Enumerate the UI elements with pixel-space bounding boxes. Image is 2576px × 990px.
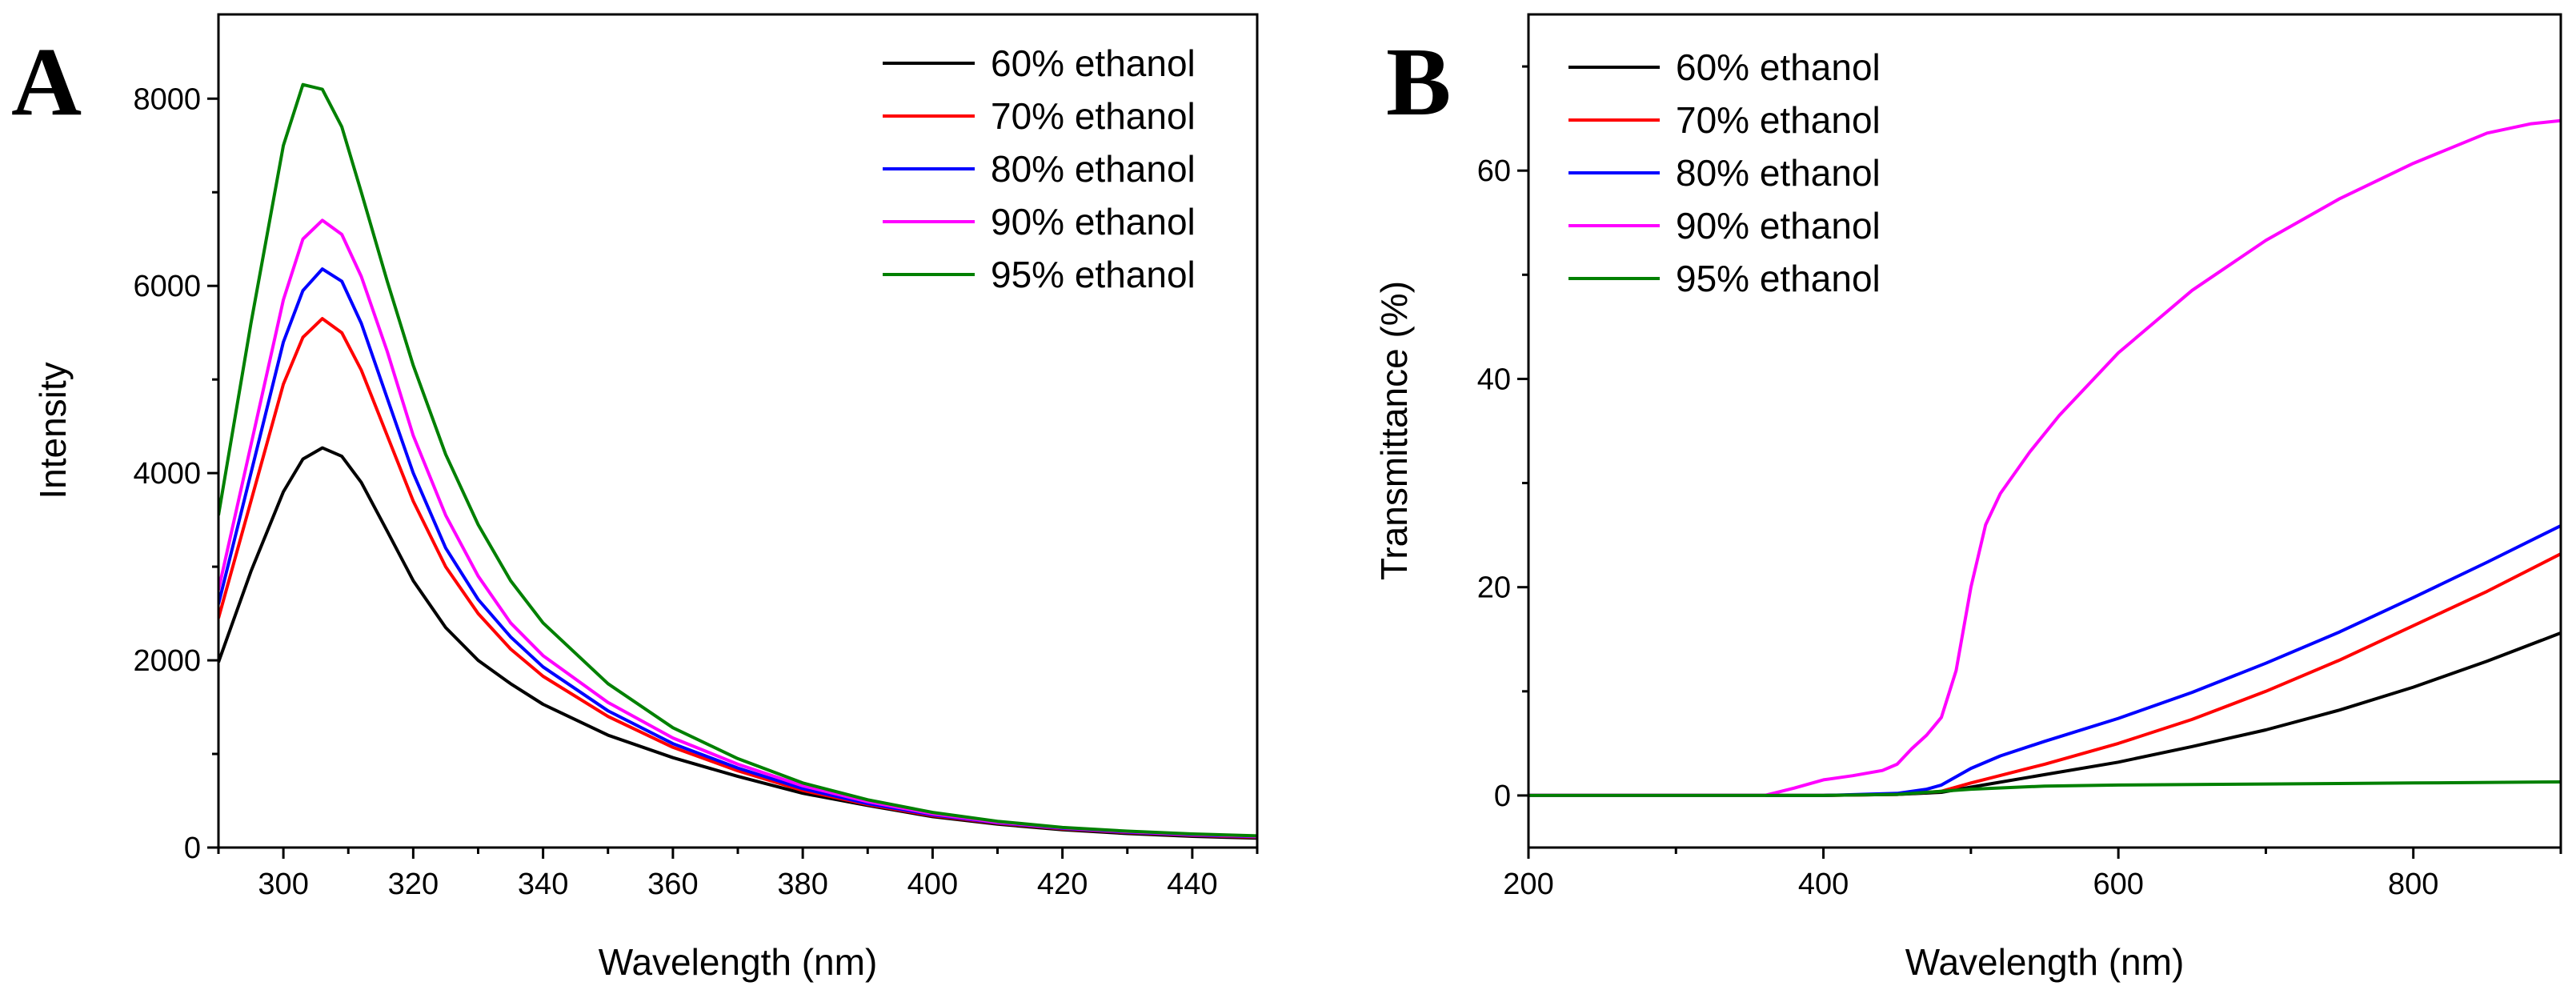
chart-panel-b: 200 400 600 800 0 20 40 60 Wavelength (nm) Transm… xyxy=(1373,13,2562,983)
legend-label: 60% ethanol xyxy=(991,42,1196,84)
x-tick-label: 300 xyxy=(258,868,308,901)
series-line-95-ethanol xyxy=(1528,780,2561,797)
plot-frame xyxy=(1527,13,2562,849)
series-line-95-ethanol xyxy=(218,82,1257,838)
series-line-80-ethanol xyxy=(1528,524,2561,797)
x-tick-label: 200 xyxy=(1503,868,1553,901)
x-tick-label: 340 xyxy=(518,868,568,901)
plot-frame xyxy=(217,13,1259,849)
panel-label: A xyxy=(11,28,82,136)
legend-label: 70% ethanol xyxy=(1676,99,1881,141)
legend: 60% ethanol 70% ethanol 80% ethanol 90% eth… xyxy=(883,42,1196,295)
y-tick-label: 4000 xyxy=(133,457,201,491)
y-tick-label: 0 xyxy=(184,832,201,865)
y-axis-title: Transmittance (%) xyxy=(1373,281,1415,580)
x-tick-label: 800 xyxy=(2388,868,2438,901)
y-tick-label: 6000 xyxy=(133,270,201,303)
y-tick-label: 0 xyxy=(1494,780,1511,813)
x-tick-label: 320 xyxy=(388,868,439,901)
x-tick-label: 440 xyxy=(1167,868,1217,901)
legend: 60% ethanol 70% ethanol 80% ethanol 90% eth… xyxy=(1568,46,1881,299)
legend-label: 95% ethanol xyxy=(991,254,1196,295)
x-tick-label: 400 xyxy=(1798,868,1849,901)
x-tick-label: 400 xyxy=(907,868,958,901)
legend-label: 60% ethanol xyxy=(1676,46,1881,88)
legend-label: 80% ethanol xyxy=(1676,152,1881,194)
x-tick-label: 380 xyxy=(777,868,827,901)
x-axis-title: Wavelength (nm) xyxy=(1905,941,2185,983)
legend-label: 90% ethanol xyxy=(1676,205,1881,246)
series-line-60-ethanol xyxy=(1528,631,2561,797)
legend-label: 70% ethanol xyxy=(991,95,1196,137)
x-tick-label: 420 xyxy=(1037,868,1088,901)
y-tick-label: 2000 xyxy=(133,644,201,678)
y-tick-label: 8000 xyxy=(133,82,201,116)
series-line-80-ethanol xyxy=(218,267,1257,839)
series-line-90-ethanol xyxy=(1528,118,2561,797)
y-tick-label: 20 xyxy=(1477,571,1511,605)
chart-panel-a: 300 320 340 360 380 400 420 440 0 2000 4000 6000 800… xyxy=(11,13,1259,983)
x-axis-title: Wavelength (nm) xyxy=(599,941,878,983)
y-axis-title: Intensity xyxy=(32,362,74,499)
legend-label: 95% ethanol xyxy=(1676,258,1881,299)
y-tick-label: 60 xyxy=(1477,154,1511,188)
x-tick-label: 360 xyxy=(647,868,698,901)
series-line-90-ethanol xyxy=(218,218,1257,838)
legend-label: 90% ethanol xyxy=(991,201,1196,242)
legend-label: 80% ethanol xyxy=(991,148,1196,190)
series-line-70-ethanol xyxy=(1528,552,2561,797)
y-tick-label: 40 xyxy=(1477,363,1511,396)
series-line-60-ethanol xyxy=(218,446,1257,840)
panel-label: B xyxy=(1386,28,1451,136)
x-tick-label: 600 xyxy=(2093,868,2143,901)
